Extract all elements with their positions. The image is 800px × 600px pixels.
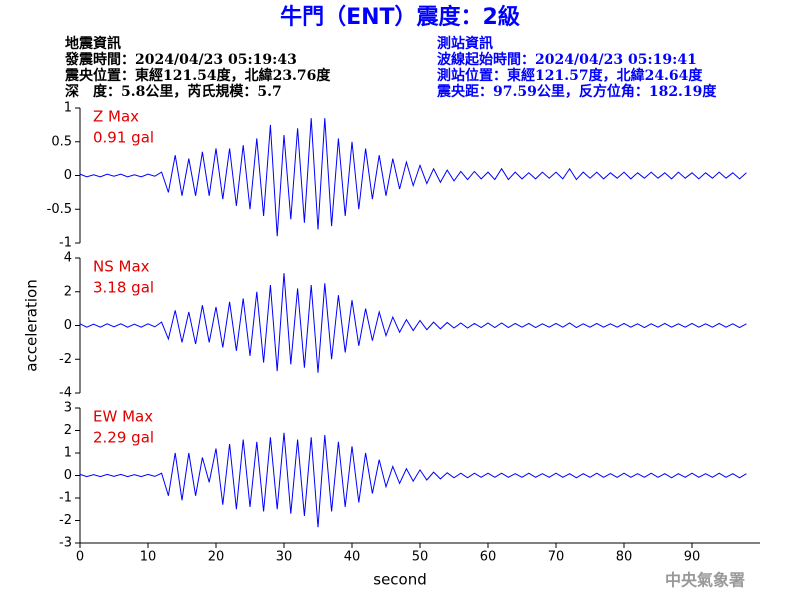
y-tick-label: 2: [64, 423, 72, 438]
y-tick-label: 1: [64, 101, 72, 116]
y-tick-label: -2: [59, 513, 72, 528]
x-tick-label: 90: [684, 550, 701, 565]
y-tick-label: -1: [59, 236, 72, 251]
chart-title: 牛門（ENT）震度：2級: [280, 4, 520, 30]
x-axis-label: second: [373, 571, 427, 589]
y-tick-label: 1: [64, 446, 72, 461]
x-tick-label: 80: [616, 550, 633, 565]
x-tick-label: 20: [208, 550, 225, 565]
y-tick-label: -2: [59, 352, 72, 367]
y-tick-label: 3: [64, 401, 72, 416]
y-tick-label: 0: [64, 168, 72, 183]
y-tick-label: -0.5: [47, 202, 72, 217]
y-tick-label: 0.5: [51, 134, 72, 149]
max-label: Z Max: [93, 108, 139, 126]
y-tick-label: -1: [59, 491, 72, 506]
info-line: 震央距：97.59公里，反方位角：182.19度: [436, 83, 717, 100]
info-line: 震央位置：東經121.54度，北緯23.76度: [64, 67, 331, 84]
max-label: EW Max: [93, 408, 153, 426]
max-value: 3.18 gal: [93, 279, 154, 297]
info-line: 測站資訊: [437, 35, 493, 52]
max-value: 2.29 gal: [93, 429, 154, 447]
max-value: 0.91 gal: [93, 129, 154, 147]
waveform: [79, 273, 747, 373]
x-tick-label: 30: [276, 550, 293, 565]
y-tick-label: 0: [64, 468, 72, 483]
info-line: 發震時間：2024/04/23 05:19:43: [64, 51, 297, 68]
info-line: 地震資訊: [65, 35, 121, 52]
y-axis-label: acceleration: [23, 279, 41, 371]
x-tick-label: 60: [480, 550, 497, 565]
x-tick-label: 10: [140, 550, 157, 565]
x-tick-label: 0: [76, 550, 84, 565]
info-line: 深 度：5.8公里，芮氏規模：5.7: [65, 83, 282, 100]
x-tick-label: 40: [344, 550, 361, 565]
x-tick-label: 50: [412, 550, 429, 565]
watermark: 中央氣象署: [665, 571, 745, 590]
info-line: 測站位置：東經121.57度，北緯24.64度: [437, 67, 703, 84]
x-tick-label: 70: [548, 550, 565, 565]
y-tick-label: -3: [59, 536, 72, 551]
y-tick-label: 4: [64, 251, 72, 266]
y-tick-label: 0: [64, 318, 72, 333]
waveform: [79, 118, 747, 237]
info-line: 波線起始時間：2024/04/23 05:19:41: [437, 51, 697, 68]
max-label: NS Max: [93, 258, 150, 276]
y-tick-label: -4: [59, 386, 72, 401]
waveform: [79, 432, 747, 528]
y-tick-label: 2: [64, 284, 72, 299]
